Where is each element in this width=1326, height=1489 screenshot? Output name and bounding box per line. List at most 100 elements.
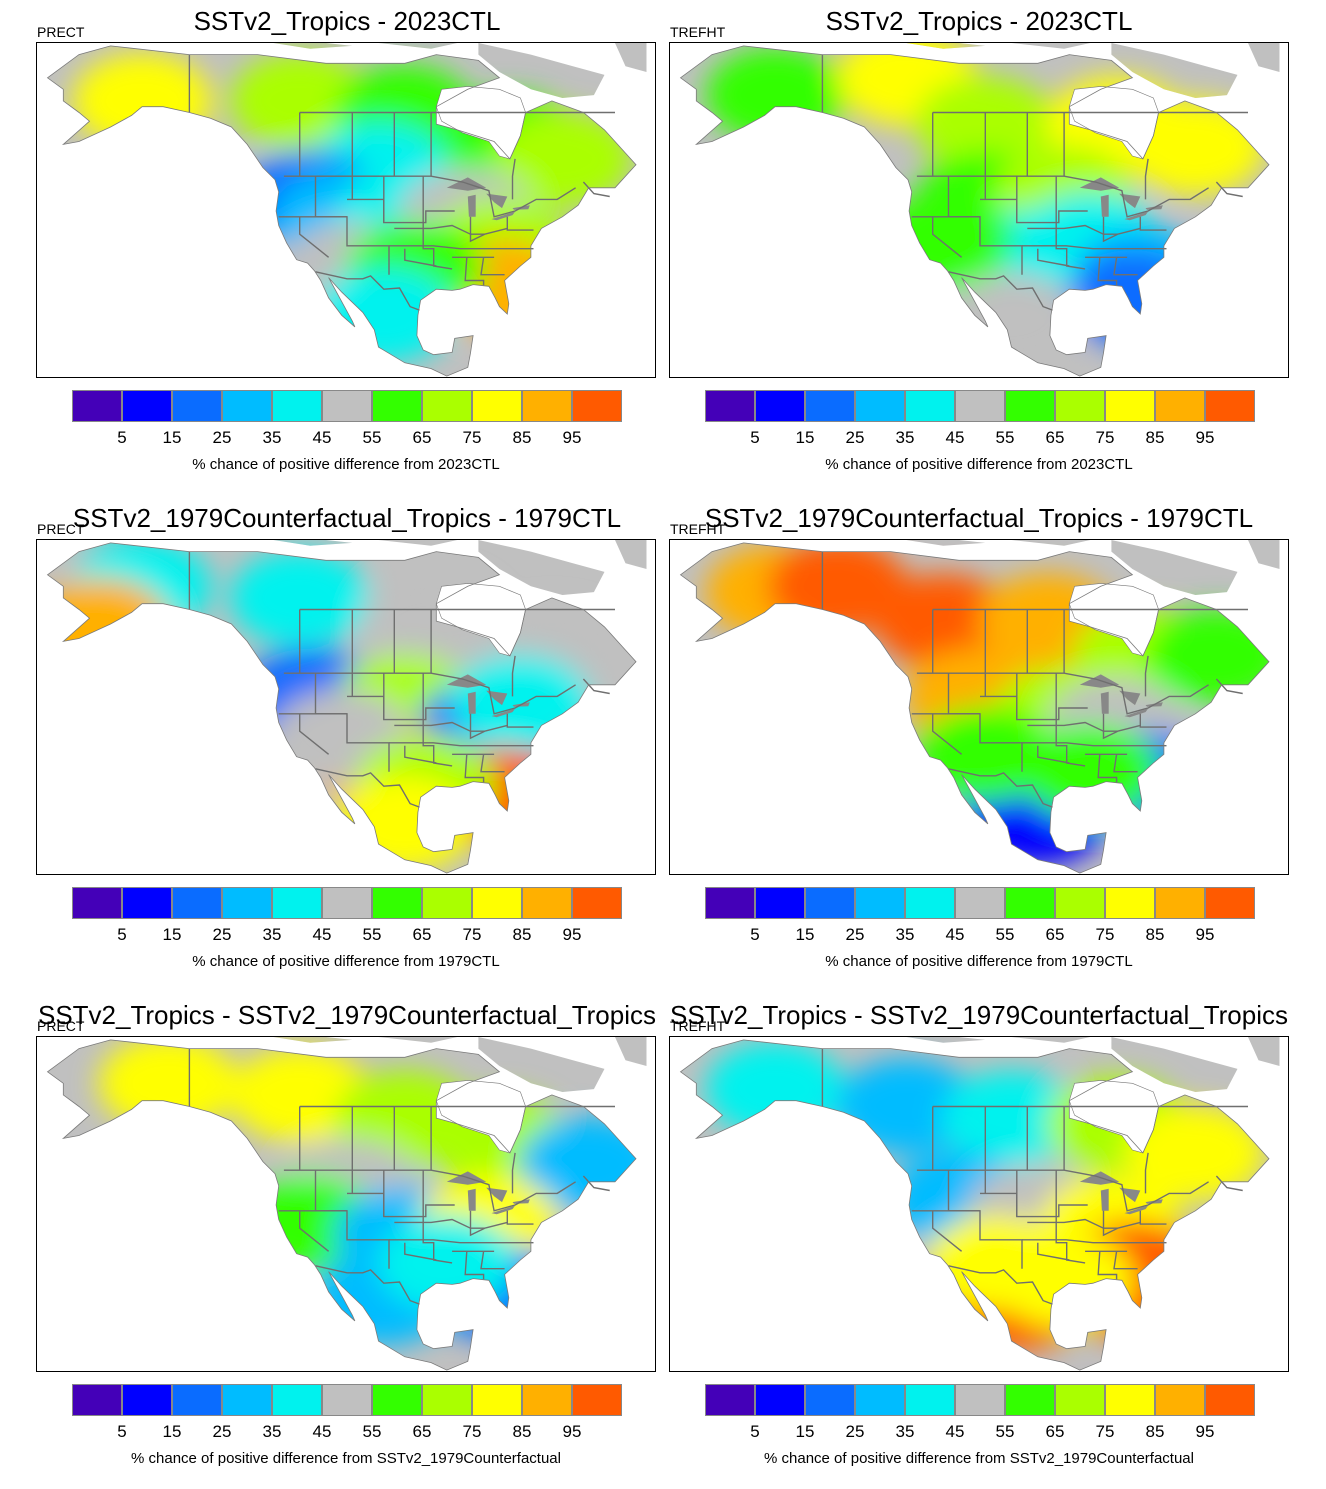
colorbar-swatch (322, 887, 372, 919)
panel-trefht-diff: SSTv2_Tropics - SSTv2_1979Counterfactual… (632, 994, 1295, 1489)
great-lake (1100, 691, 1109, 714)
colorbar-tick-label: 75 (462, 428, 482, 447)
border-line (932, 713, 963, 755)
panel-trefht-1979: SSTv2_1979Counterfactual_Tropics - 1979C… (632, 497, 1295, 992)
border-line (464, 1251, 485, 1280)
border-line (1027, 721, 1141, 732)
colorbar (72, 1384, 622, 1416)
colorbar-tick-label: 5 (750, 925, 760, 944)
colorbar-swatch (522, 887, 572, 919)
border-line (947, 176, 1023, 275)
political-borders (821, 54, 1248, 311)
colorbar-swatch (172, 1384, 222, 1416)
colorbar-swatch (122, 887, 172, 919)
colorbar-tick-label: 45 (945, 428, 965, 447)
border-line (980, 1192, 1088, 1218)
colorbar-swatch (372, 390, 422, 422)
border-line (422, 673, 453, 767)
land-field (47, 1037, 647, 1371)
colorbar-label: % chance of positive difference from 197… (825, 953, 1133, 970)
border-line (469, 1210, 486, 1237)
border-line (1037, 745, 1070, 764)
probability-region (313, 267, 454, 364)
border-line (1037, 1242, 1070, 1261)
border-line (422, 176, 453, 270)
great-lake (1124, 708, 1149, 718)
great-lake (1079, 177, 1120, 191)
colorbar-tick-label: 85 (1145, 1422, 1165, 1441)
colorbar-swatch (272, 390, 322, 422)
colorbar-swatch (222, 1384, 272, 1416)
border-line (347, 695, 455, 721)
border-line (947, 673, 1023, 772)
panel-prect-diff: SSTv2_Tropics - SSTv2_1979Counterfactual… (0, 994, 663, 1489)
colorbar-swatch (1155, 887, 1205, 919)
border-line (430, 175, 576, 218)
great-lake (446, 1171, 487, 1185)
colorbar-tick-label: 45 (312, 428, 332, 447)
border-line (315, 271, 420, 311)
colorbar-tick-label: 5 (117, 428, 127, 447)
border-line (299, 216, 330, 258)
border-line (480, 754, 505, 773)
land-field (47, 540, 647, 874)
colorbar-tick-label: 55 (995, 925, 1015, 944)
border-line (315, 1265, 420, 1305)
land-field (680, 43, 1280, 377)
border-line (464, 257, 485, 286)
colorbar-swatch (855, 887, 905, 919)
border-line (1139, 1210, 1167, 1225)
panel-trefht-2023: SSTv2_Tropics - 2023CTL TREFHT 5 15 25 35 45… (632, 0, 1295, 495)
colorbar-swatch (522, 390, 572, 422)
border-line (299, 1210, 330, 1252)
border-line (404, 745, 437, 764)
colorbar-swatch (805, 1384, 855, 1416)
colorbar-tick-label: 65 (412, 428, 432, 447)
colorbar-tick-label: 75 (462, 925, 482, 944)
colorbar-tick-label: 85 (1145, 428, 1165, 447)
probability-region (1020, 723, 1161, 820)
colorbar-tick-label: 65 (412, 1422, 432, 1441)
border-line (394, 224, 508, 235)
colorbar-swatch (805, 887, 855, 919)
great-lake (486, 193, 508, 209)
border-line (315, 768, 420, 808)
probability-region (1062, 249, 1203, 346)
great-lake (467, 1188, 476, 1211)
colorbar-tick-label: 55 (995, 428, 1015, 447)
border-line (389, 742, 534, 747)
colorbar-swatch (705, 390, 755, 422)
colorbar-swatch (955, 1384, 1005, 1416)
colorbar-swatch (755, 390, 805, 422)
coastline (46, 542, 637, 874)
border-line (1113, 257, 1138, 276)
border-line (932, 216, 963, 258)
colorbar-tick-label: 5 (750, 1422, 760, 1441)
great-lake (1100, 1188, 1109, 1211)
water-bodies (435, 1080, 530, 1215)
coastline (679, 542, 1270, 874)
great-lake (486, 1187, 508, 1203)
colorbar-swatch (172, 390, 222, 422)
border-line (1215, 1175, 1243, 1192)
colorbar-tick-label: 15 (162, 428, 182, 447)
border-line (1113, 1251, 1138, 1270)
colorbar-tick-label: 55 (995, 1422, 1015, 1441)
land-field (47, 43, 647, 377)
border-line (394, 721, 508, 732)
probability-region (873, 573, 1014, 670)
border-line (511, 158, 516, 200)
colorbar-swatch (522, 1384, 572, 1416)
map-svg (679, 1037, 1280, 1371)
colorbar (705, 390, 1255, 422)
variable-label: TREFHT (670, 1018, 726, 1034)
border-line (469, 216, 486, 243)
border-line (1063, 175, 1209, 218)
colorbar-tick-label: 55 (362, 428, 382, 447)
border-line (464, 754, 485, 783)
colorbar-swatch (422, 887, 472, 919)
colorbar-tick-label: 25 (212, 428, 232, 447)
colorbar-swatch (172, 887, 222, 919)
probability-region (994, 1232, 1135, 1329)
border-line (1055, 176, 1086, 270)
